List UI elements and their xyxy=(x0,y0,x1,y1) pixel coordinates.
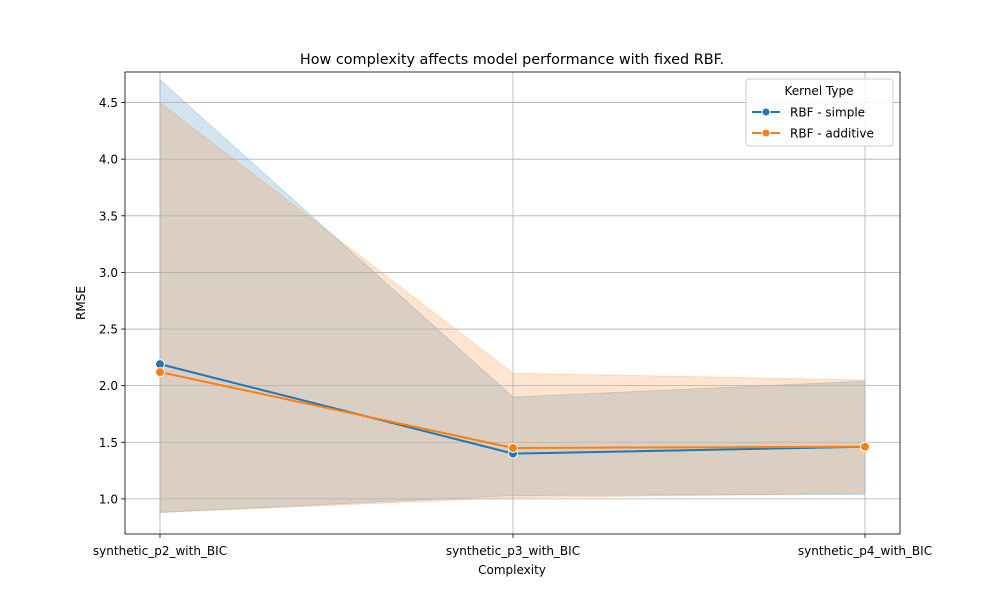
x-tick-label: synthetic_p4_with_BIC xyxy=(798,544,932,558)
y-axis-label: RMSE xyxy=(74,286,88,320)
y-tick-label: 3.0 xyxy=(99,266,118,280)
x-tick-label: synthetic_p2_with_BIC xyxy=(93,544,227,558)
y-tick-label: 4.0 xyxy=(99,153,118,167)
legend-marker-0 xyxy=(761,107,771,117)
legend-title: Kernel Type xyxy=(784,84,853,98)
x-axis-label: Complexity xyxy=(478,563,546,577)
legend: Kernel Type RBF - simple RBF - additive xyxy=(745,78,894,147)
chart-title: How complexity affects model performance… xyxy=(300,52,724,68)
y-tick-label: 3.5 xyxy=(99,209,118,223)
data-point xyxy=(860,441,870,452)
data-point xyxy=(508,442,518,453)
y-tick-label: 1.5 xyxy=(99,436,118,450)
y-tick-label: 2.5 xyxy=(99,323,118,337)
y-tick-label: 4.5 xyxy=(99,96,118,110)
y-tick-label: 2.0 xyxy=(99,379,118,393)
data-point xyxy=(155,367,165,378)
legend-marker-1 xyxy=(761,128,771,138)
y-tick-label: 1.0 xyxy=(99,492,118,506)
x-tick-label: synthetic_p3_with_BIC xyxy=(446,544,580,558)
legend-label-1: RBF - additive xyxy=(790,127,874,141)
legend-box xyxy=(745,78,894,147)
legend-label-0: RBF - simple xyxy=(790,106,865,120)
plot-frame xyxy=(124,71,901,535)
